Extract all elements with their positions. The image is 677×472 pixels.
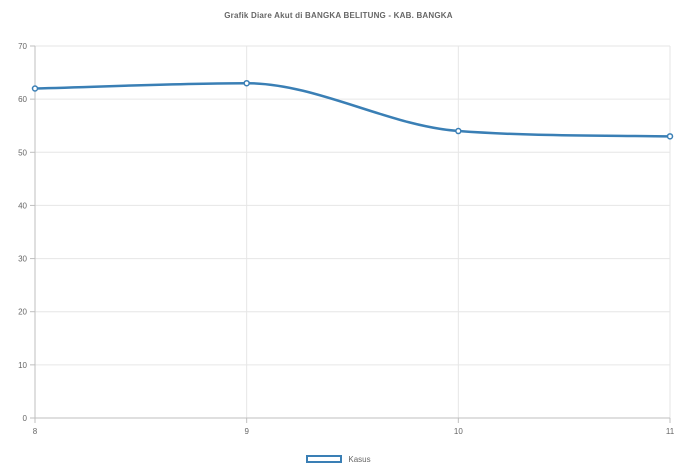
y-tick-label: 50 — [18, 148, 27, 157]
y-tick-label: 30 — [18, 255, 27, 264]
x-tick-label: 9 — [244, 427, 249, 436]
legend-swatch-kasus[interactable] — [306, 455, 343, 463]
data-point-kasus-11[interactable] — [666, 133, 674, 140]
grid-lines — [34, 45, 671, 419]
y-tick-label: 20 — [18, 308, 27, 317]
y-tick-label: 40 — [18, 201, 27, 210]
y-tick-label: 10 — [18, 361, 27, 370]
series-line-kasus — [34, 81, 671, 138]
x-tick-label: 11 — [666, 427, 675, 436]
x-tick-label: 10 — [454, 427, 463, 436]
series-kasus — [31, 79, 674, 140]
y-tick-label: 60 — [18, 95, 27, 104]
x-tick-label: 8 — [33, 427, 38, 436]
data-point-kasus-9[interactable] — [243, 79, 250, 87]
chart-title: Grafik Diare Akut di BANGKA BELITUNG - K… — [224, 11, 453, 20]
legend[interactable]: Kasus — [0, 452, 677, 466]
data-point-kasus-10[interactable] — [455, 127, 462, 135]
y-tick-label: 70 — [18, 42, 27, 51]
legend-label-kasus[interactable]: Kasus — [348, 454, 371, 464]
y-tick-label: 0 — [23, 414, 28, 423]
tick-labels: 0 10 20 30 40 50 60 70 8 9 10 11 — [18, 42, 675, 436]
axes — [30, 45, 671, 423]
data-point-kasus-8[interactable] — [31, 85, 39, 92]
